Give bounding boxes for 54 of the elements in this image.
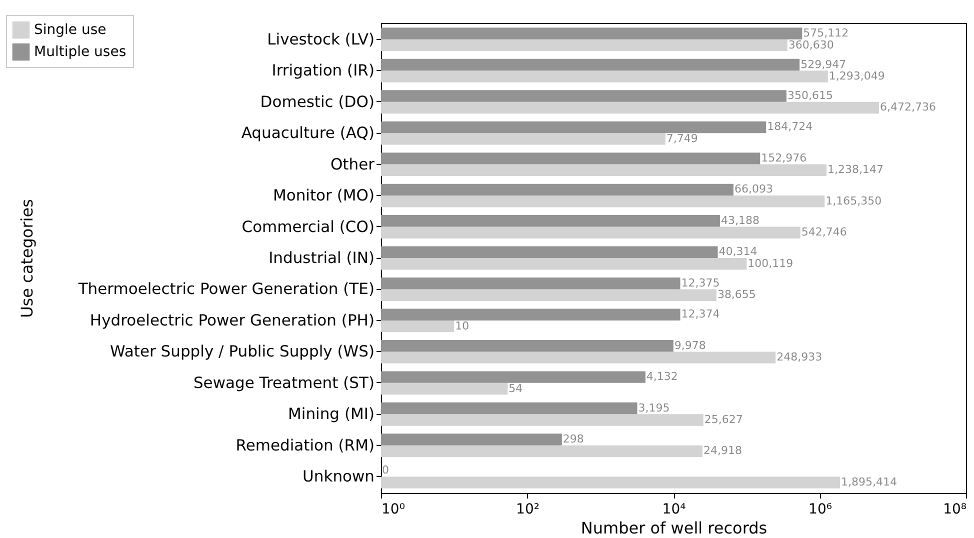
- data-label: 248,933: [776, 350, 822, 364]
- y-tick-label: Unknown: [302, 468, 374, 486]
- y-tick-label: Hydroelectric Power Generation (PH): [90, 311, 374, 330]
- y-tick-label: Livestock (LV): [267, 30, 374, 48]
- x-tick-label: 10⁰: [382, 502, 406, 518]
- data-label: 7,749: [666, 132, 698, 145]
- data-label: 10: [455, 319, 470, 332]
- y-axis-title: Use categories: [18, 199, 36, 318]
- y-tick-label: Sewage Treatment (ST): [193, 374, 374, 392]
- data-label: 12,374: [681, 308, 720, 321]
- data-label: 542,746: [801, 226, 847, 239]
- y-tick-label: Commercial (CO): [242, 218, 374, 236]
- data-label: 152,976: [761, 151, 807, 164]
- y-tick-label: Aquaculture (AQ): [241, 124, 374, 142]
- x-tick-label: 10²: [516, 502, 540, 518]
- data-label: 529,947: [800, 58, 846, 71]
- x-tick-label: 10⁴: [662, 502, 686, 518]
- legend-label: Multiple uses: [34, 44, 126, 60]
- legend-label: Single use: [34, 22, 106, 38]
- x-tick-label: 10⁶: [808, 502, 832, 518]
- data-label: 3,195: [638, 401, 670, 414]
- x-axis-title: Number of well records: [580, 518, 768, 538]
- data-label: 1,238,147: [828, 163, 884, 176]
- y-tick-label: Other: [330, 155, 376, 174]
- data-label: 100,119: [748, 256, 794, 270]
- data-label: 350,615: [787, 89, 833, 102]
- data-label: 40,314: [718, 245, 758, 258]
- data-label: 9,978: [674, 338, 706, 352]
- y-tick-label: Industrial (IN): [268, 249, 374, 267]
- data-label: 66,093: [734, 182, 773, 196]
- y-tick-label: Irrigation (IR): [272, 62, 374, 80]
- text: 0: [382, 464, 389, 477]
- y-tick-label: Remediation (RM): [236, 436, 374, 454]
- data-label: 38,655: [717, 288, 756, 302]
- y-tick-label: Mining (MI): [288, 405, 374, 424]
- x-tick-label: 10⁸: [943, 502, 967, 518]
- data-label: 43,188: [720, 214, 760, 227]
- data-label: 24,918: [703, 444, 742, 458]
- data-label: 1,293,049: [828, 69, 885, 82]
- data-label: 1,895,414: [841, 475, 898, 488]
- y-tick-label: Water Supply / Public Supply (WS): [110, 342, 374, 361]
- data-label: 575,112: [803, 26, 849, 40]
- y-tick-label: Monitor (MO): [272, 186, 374, 205]
- data-label: 184,724: [767, 120, 813, 134]
- data-label: 12,375: [681, 276, 720, 290]
- data-label: 54: [508, 382, 523, 395]
- data-label: 6,472,736: [880, 100, 936, 114]
- data-label: 4,132: [646, 370, 678, 384]
- data-label: 360,630: [788, 38, 834, 52]
- data-label: 298: [562, 432, 584, 446]
- data-label: 1,165,350: [826, 194, 882, 208]
- y-tick-label: Thermoelectric Power Generation (TE): [77, 280, 374, 298]
- y-tick-label: Domestic (DO): [260, 92, 374, 111]
- data-label: 25,627: [704, 413, 743, 426]
